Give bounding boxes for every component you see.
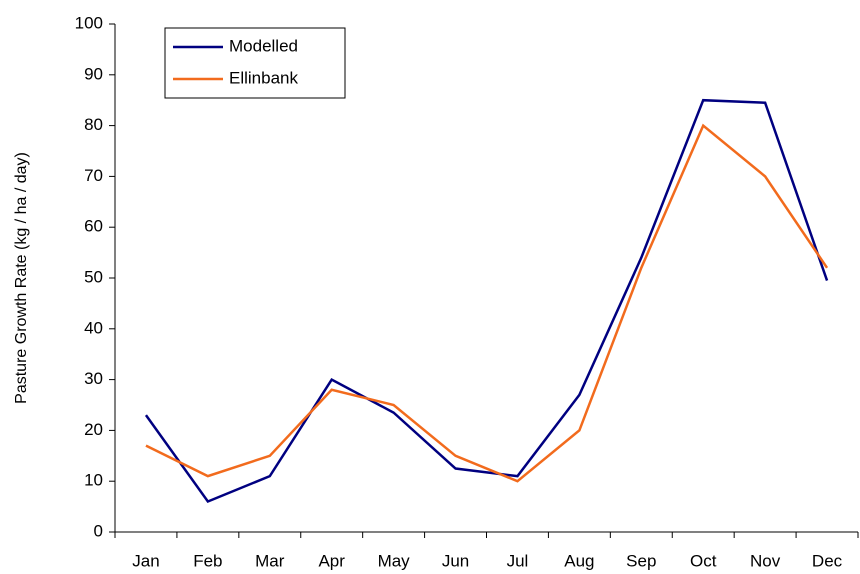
legend-box — [164, 27, 346, 99]
x-tick-label: Jun — [442, 551, 469, 570]
y-tick-label: 70 — [84, 166, 103, 185]
y-tick-label: 20 — [84, 420, 103, 439]
x-tick-label: Oct — [690, 551, 717, 570]
y-axis-label: Pasture Growth Rate (kg / ha / day) — [13, 152, 30, 404]
legend-label: Ellinbank — [229, 68, 298, 87]
y-tick-label: 50 — [84, 267, 103, 286]
x-tick-label: May — [378, 551, 411, 570]
legend-label: Modelled — [229, 36, 298, 55]
series-line — [145, 123, 829, 483]
x-tick-label: Apr — [318, 551, 345, 570]
y-tick-label: 90 — [84, 64, 103, 83]
x-tick-label: Nov — [750, 551, 781, 570]
y-tick-label: 30 — [84, 369, 103, 388]
x-tick-label: Feb — [193, 551, 222, 570]
x-tick-label: Jan — [132, 551, 159, 570]
y-tick-label: 80 — [84, 115, 103, 134]
x-tick-label: Sep — [626, 551, 656, 570]
x-tick-label: Aug — [564, 551, 594, 570]
x-tick-label: Mar — [255, 551, 285, 570]
y-tick-label: 40 — [84, 318, 103, 337]
y-tick-label: 60 — [84, 217, 103, 236]
x-tick-label: Dec — [812, 551, 843, 570]
y-tick-label: 100 — [75, 13, 103, 32]
y-tick-label: 10 — [84, 471, 103, 490]
y-tick-label: 0 — [94, 521, 103, 540]
series-line — [144, 98, 829, 504]
x-tick-label: Jul — [507, 551, 529, 570]
